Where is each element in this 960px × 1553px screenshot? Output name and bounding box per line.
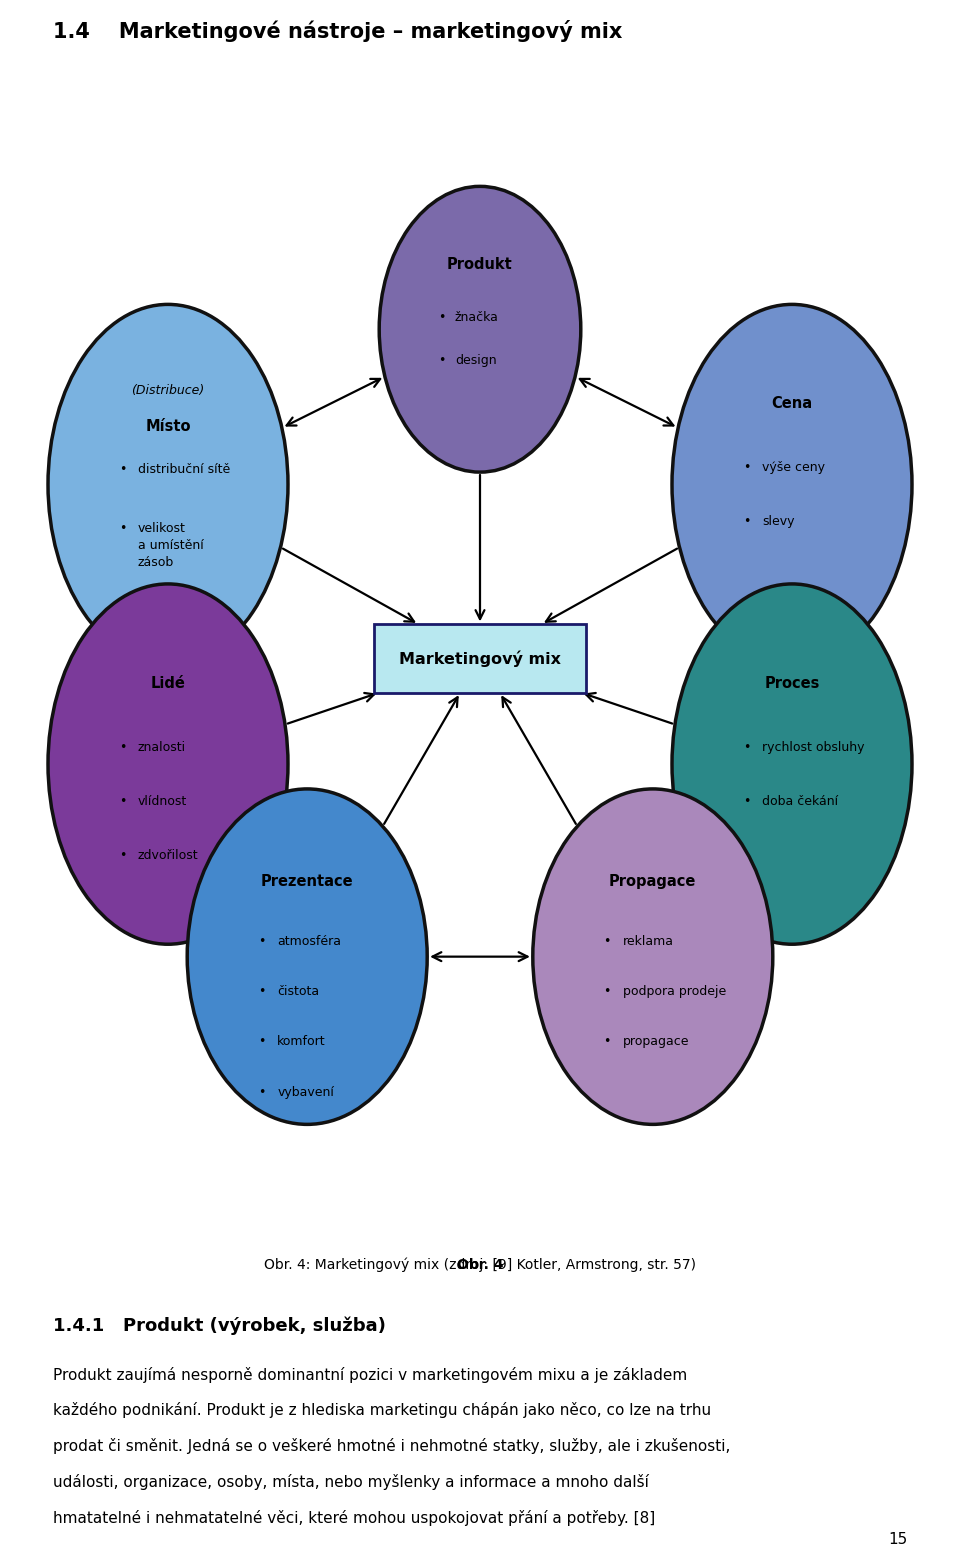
FancyBboxPatch shape — [374, 624, 586, 693]
Ellipse shape — [379, 186, 581, 472]
Text: Obr. 4: Obr. 4 — [457, 1258, 503, 1272]
Text: čistota: čistota — [277, 985, 320, 999]
Text: design: design — [455, 354, 496, 367]
Text: •: • — [604, 935, 611, 947]
Text: •: • — [119, 795, 126, 808]
Text: vlídnost: vlídnost — [138, 795, 187, 808]
Text: •: • — [604, 1036, 611, 1048]
Text: reklama: reklama — [623, 935, 674, 947]
Ellipse shape — [672, 304, 912, 665]
Text: hmatatelné i nehmatatelné věci, které mohou uspokojovat přání a potřeby. [8]: hmatatelné i nehmatatelné věci, které mo… — [53, 1510, 655, 1525]
Text: podpora prodeje: podpora prodeje — [623, 985, 726, 999]
Text: velikost
a umístění
zásob: velikost a umístění zásob — [138, 522, 204, 570]
Text: Produkt: Produkt — [447, 258, 513, 272]
Text: Marketingový mix: Marketingový mix — [399, 651, 561, 666]
Text: •: • — [258, 1036, 265, 1048]
Text: •: • — [258, 985, 265, 999]
Text: distribuční sítě: distribuční sítě — [138, 463, 230, 475]
Text: komfort: komfort — [277, 1036, 325, 1048]
Text: Místo: Místo — [145, 419, 191, 435]
Text: 1.4.1   Produkt (výrobek, služba): 1.4.1 Produkt (výrobek, služba) — [53, 1317, 386, 1336]
Text: doba čekání: doba čekání — [762, 795, 838, 808]
Text: 15: 15 — [888, 1531, 907, 1547]
Text: (Distribuce): (Distribuce) — [132, 384, 204, 398]
Text: žnačka: žnačka — [455, 311, 498, 323]
Ellipse shape — [533, 789, 773, 1124]
Text: •: • — [743, 461, 750, 474]
Text: Cena: Cena — [772, 396, 812, 412]
Text: prodat či směnit. Jedná se o veškeré hmotné i nehmotné statky, služby, ale i zku: prodat či směnit. Jedná se o veškeré hmo… — [53, 1438, 731, 1454]
Text: atmosféra: atmosféra — [277, 935, 341, 947]
Text: Proces: Proces — [764, 676, 820, 691]
Text: události, organizace, osoby, místa, nebo myšlenky a informace a mnoho další: události, organizace, osoby, místa, nebo… — [53, 1474, 649, 1489]
Text: Produkt zaujímá nesporně dominantní pozici v marketingovém mixu a je základem: Produkt zaujímá nesporně dominantní pozi… — [53, 1367, 687, 1382]
Text: •: • — [743, 516, 750, 528]
Text: •: • — [119, 522, 126, 536]
Ellipse shape — [48, 584, 288, 944]
Text: •: • — [438, 354, 445, 367]
Text: •: • — [743, 795, 750, 808]
Text: propagace: propagace — [623, 1036, 689, 1048]
Ellipse shape — [187, 789, 427, 1124]
Text: vybavení: vybavení — [277, 1086, 334, 1100]
Ellipse shape — [48, 304, 288, 665]
Text: •: • — [119, 463, 126, 475]
Text: •: • — [438, 311, 445, 323]
Text: zdvořilost: zdvořilost — [138, 849, 199, 862]
Text: •: • — [258, 1086, 265, 1100]
Text: •: • — [119, 849, 126, 862]
Text: slevy: slevy — [762, 516, 795, 528]
Text: •: • — [604, 985, 611, 999]
Text: každého podnikání. Produkt je z hlediska marketingu chápán jako něco, co lze na : každého podnikání. Produkt je z hlediska… — [53, 1402, 711, 1418]
Text: Prezentace: Prezentace — [261, 874, 353, 888]
Text: •: • — [258, 935, 265, 947]
Text: Lidé: Lidé — [151, 676, 185, 691]
Text: •: • — [119, 741, 126, 753]
Text: Obr. 4: Marketingový mix (zdroj: [9] Kotler, Armstrong, str. 57): Obr. 4: Marketingový mix (zdroj: [9] Kot… — [264, 1258, 696, 1272]
Text: 1.4    Marketingové nástroje – marketingový mix: 1.4 Marketingové nástroje – marketingový… — [53, 20, 622, 42]
Text: Propagace: Propagace — [609, 874, 697, 888]
Text: výše ceny: výše ceny — [762, 461, 825, 474]
Ellipse shape — [672, 584, 912, 944]
Text: znalosti: znalosti — [138, 741, 186, 753]
Text: rychlost obsluhy: rychlost obsluhy — [762, 741, 865, 753]
Text: •: • — [743, 741, 750, 753]
